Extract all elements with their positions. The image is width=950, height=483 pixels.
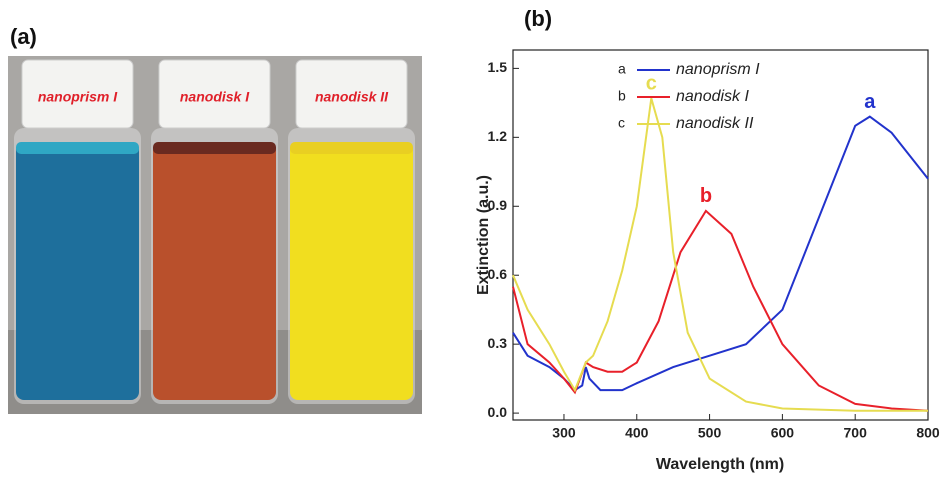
y-tick-label: 1.2 [488, 128, 508, 144]
panel-label: (b) [524, 6, 552, 31]
legend-label: nanodisk I [676, 88, 749, 105]
vial-photo: nanoprism I nanodisk I nanodisk II [8, 56, 422, 414]
vial-liquid [290, 142, 413, 400]
vial-label: nanoprism I [38, 89, 118, 105]
x-tick-label: 500 [698, 425, 722, 441]
spectrum-line [512, 115, 929, 392]
y-tick-label: 1.5 [488, 59, 508, 75]
vial-liquid [153, 142, 276, 400]
x-tick-label: 800 [916, 425, 940, 441]
vial-cap [295, 59, 408, 129]
vial-label: nanodisk I [180, 89, 250, 105]
vial-liquid [16, 142, 139, 400]
x-tick-label: 700 [844, 425, 868, 441]
vial-cap [158, 59, 271, 129]
x-tick-label: 300 [552, 425, 576, 441]
spectrum-line [512, 98, 928, 412]
y-tick-label: 0.6 [488, 266, 508, 282]
vial-meniscus [153, 142, 276, 154]
y-axis-title: Extinction (a.u.) [475, 175, 492, 295]
legend-label: nanodisk II [676, 115, 754, 132]
peak-label: a [864, 91, 876, 113]
vial-label: nanodisk II [315, 89, 389, 105]
vial-cap [21, 59, 134, 129]
y-tick-label: 0.0 [488, 404, 508, 420]
legend-key: c [618, 115, 625, 131]
plot-frame [512, 49, 929, 421]
panel-label: (a) [10, 24, 37, 49]
spectrum-line [512, 209, 929, 412]
x-tick-label: 600 [771, 425, 795, 441]
legend-label: nanoprism I [676, 61, 760, 78]
y-tick-label: 0.9 [488, 197, 508, 213]
vial-meniscus [290, 142, 413, 154]
y-tick-label: 0.3 [488, 335, 508, 351]
peak-label: c [646, 73, 657, 95]
x-axis-title: Wavelength (nm) [656, 456, 784, 473]
peak-label: b [700, 185, 712, 207]
x-tick-label: 400 [625, 425, 649, 441]
legend-key: a [618, 61, 626, 77]
vial-meniscus [16, 142, 139, 154]
legend-key: b [618, 88, 626, 104]
